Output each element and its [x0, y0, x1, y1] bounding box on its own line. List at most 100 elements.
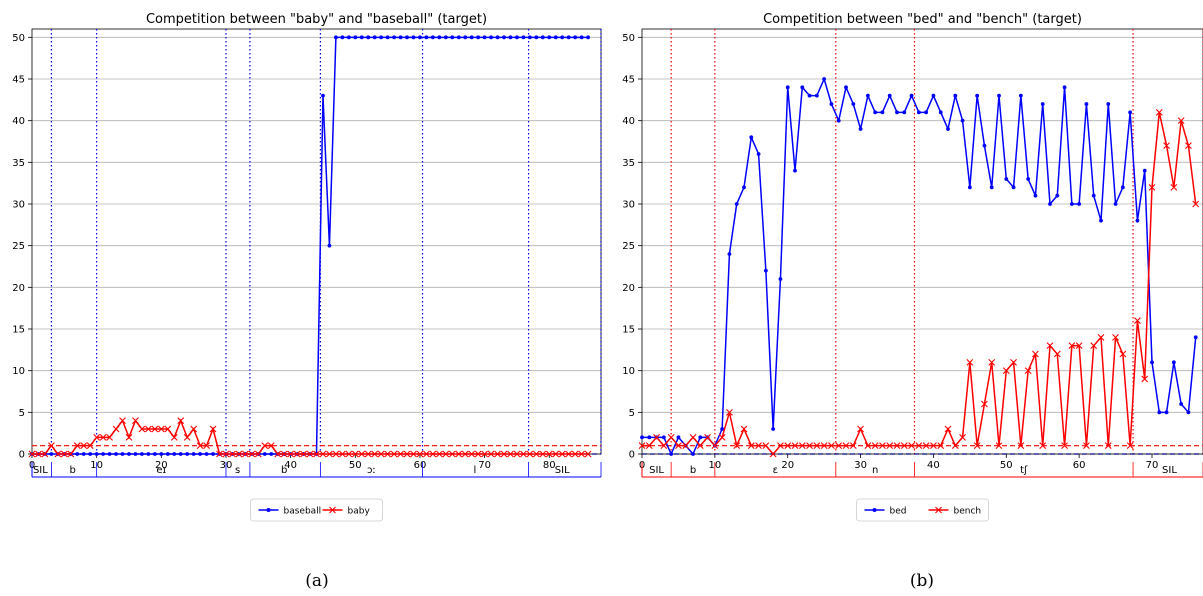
segment-label: n — [872, 465, 878, 476]
data-point — [966, 358, 974, 366]
segment-label: SIL — [33, 465, 48, 476]
data-point — [398, 35, 403, 40]
y-tick-label: 50 — [12, 33, 25, 44]
data-point — [953, 93, 958, 98]
data-point — [385, 35, 390, 40]
data-point — [704, 433, 711, 441]
data-point — [526, 450, 534, 458]
data-point — [822, 77, 827, 81]
data-point — [107, 452, 112, 456]
y-tick-label: 35 — [12, 158, 25, 169]
data-point — [638, 442, 646, 450]
data-point — [359, 35, 364, 40]
data-point — [742, 185, 746, 190]
data-point — [1084, 102, 1089, 106]
data-point — [1163, 142, 1170, 150]
data-point — [502, 35, 506, 40]
data-point — [534, 35, 539, 40]
data-point — [1106, 102, 1111, 106]
data-point — [521, 35, 526, 40]
x-tick-label: 50 — [1000, 460, 1013, 471]
data-point — [35, 450, 42, 458]
data-point — [211, 452, 215, 456]
segment-label: b — [281, 465, 287, 476]
plot-frame — [31, 28, 602, 455]
data-point — [456, 35, 461, 40]
data-point — [28, 450, 36, 458]
data-point — [482, 35, 487, 40]
y-tick-label: 5 — [19, 408, 25, 419]
data-point — [689, 433, 697, 441]
data-point — [973, 442, 981, 450]
data-point — [778, 277, 783, 281]
data-point — [578, 450, 585, 458]
data-point — [106, 433, 113, 441]
y-tick-label: 15 — [12, 325, 25, 336]
data-point — [435, 450, 443, 458]
data-point — [203, 442, 210, 450]
segment-label: SIL — [555, 465, 570, 476]
data-point — [1104, 442, 1112, 450]
data-point — [429, 450, 437, 458]
x-tick-label: 50 — [349, 460, 362, 471]
data-point — [1148, 183, 1156, 191]
data-point — [267, 442, 275, 450]
segment-label: tʃ — [1020, 465, 1028, 476]
y-tick-label: 40 — [622, 116, 635, 127]
data-point — [880, 110, 885, 115]
legend-marker — [935, 506, 942, 514]
data-point — [1018, 93, 1023, 98]
data-point — [930, 442, 937, 450]
y-tick-label: 25 — [622, 241, 635, 252]
data-point — [763, 268, 768, 273]
data-point — [836, 118, 841, 123]
data-point — [500, 450, 508, 458]
data-point — [235, 450, 243, 458]
data-point — [1185, 142, 1192, 150]
data-point — [114, 452, 118, 456]
data-point — [667, 433, 675, 441]
segment-label: b — [70, 465, 76, 476]
data-point — [1004, 177, 1009, 181]
data-point — [864, 442, 872, 450]
data-point — [682, 442, 690, 450]
data-point — [1141, 375, 1149, 383]
chart-panel-a: Competition between "baby" and "baseball… — [12, 12, 602, 522]
data-point — [306, 450, 314, 458]
data-point — [545, 450, 553, 458]
data-point — [720, 427, 725, 431]
data-point — [900, 442, 908, 450]
data-point — [566, 35, 571, 40]
data-point — [75, 452, 80, 456]
data-point — [140, 452, 144, 456]
data-point — [565, 450, 573, 458]
data-point — [995, 442, 1003, 450]
y-tick-label: 5 — [629, 408, 635, 419]
data-point — [49, 452, 54, 456]
data-point — [849, 442, 857, 450]
y-tick-label: 20 — [12, 283, 25, 294]
data-point — [392, 35, 396, 40]
data-point — [960, 118, 965, 123]
data-point — [442, 450, 450, 458]
y-tick-label: 50 — [622, 33, 635, 44]
data-point — [938, 110, 943, 115]
x-tick-label: 60 — [1073, 460, 1086, 471]
data-point — [820, 442, 828, 450]
x-tick-label: 40 — [284, 460, 297, 471]
data-point — [997, 93, 1001, 98]
data-point — [1179, 402, 1184, 406]
data-point — [198, 452, 203, 456]
data-point — [88, 452, 93, 456]
x-tick-label: 70 — [478, 460, 491, 471]
data-point — [520, 450, 527, 458]
data-point — [463, 35, 468, 40]
segment-label: ɔː — [367, 465, 376, 476]
data-point — [771, 427, 776, 431]
data-point — [48, 442, 55, 450]
data-point — [807, 93, 812, 98]
data-point — [857, 425, 864, 433]
data-point — [711, 442, 719, 450]
data-point — [164, 425, 172, 433]
